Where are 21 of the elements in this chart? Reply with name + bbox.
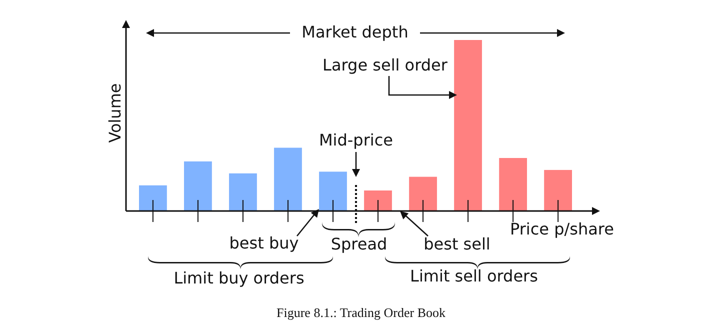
bar [409, 176, 437, 211]
annotation: Market depth [302, 22, 408, 42]
bar [184, 161, 212, 211]
y-axis-title: Volume [105, 83, 124, 143]
bar [319, 172, 347, 211]
text: Spread [330, 234, 388, 254]
bar [139, 185, 167, 211]
text: best buy [229, 233, 299, 252]
bar [499, 158, 527, 211]
bar [274, 148, 302, 211]
x-axis-title: Price p/share [510, 219, 614, 238]
text: Limit sell orders [410, 266, 538, 286]
annotation: Large sell order [322, 55, 448, 74]
bar [229, 173, 257, 211]
annotation: Mid-price [319, 130, 393, 150]
bar [544, 170, 572, 211]
text: Limit buy orders [174, 268, 304, 288]
caption: Figure 8.1.: Trading Order Book [276, 304, 446, 320]
text: best sell [424, 234, 490, 254]
bar [364, 190, 392, 211]
bar [454, 40, 482, 211]
